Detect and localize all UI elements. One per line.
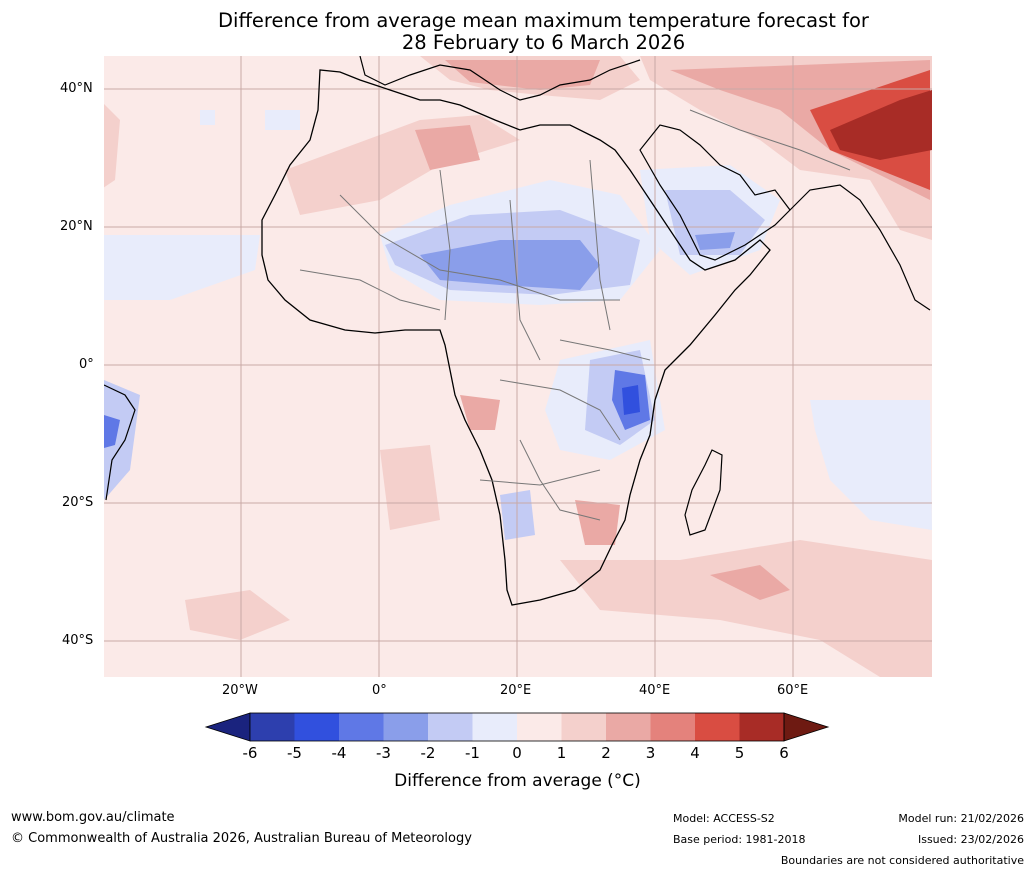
colorbar-swatch	[695, 713, 740, 741]
lat-label-20s: 20°S	[62, 495, 94, 510]
lat-label-40s: 40°S	[62, 633, 94, 648]
colorbar-extend-low	[204, 712, 251, 742]
cool-zone-sahel-core	[420, 240, 600, 290]
south-america-coastline	[104, 384, 136, 501]
colorbar-swatch	[383, 713, 428, 741]
africa-coastline	[261, 69, 771, 606]
cool-zone-atlantic-island	[200, 110, 215, 125]
lat-label-40n: 40°N	[60, 81, 93, 96]
cool-zone-indian-ocean	[810, 400, 932, 530]
country-borders	[299, 109, 851, 521]
colorbar-swatch	[606, 713, 651, 741]
lat-label-equator: 0°	[79, 357, 94, 372]
gridlines	[104, 56, 932, 677]
colorbar-swatch	[739, 713, 784, 741]
colorbar-tick: 2	[601, 744, 611, 762]
colorbar-swatch	[561, 713, 606, 741]
colorbar-swatch	[428, 713, 473, 741]
footer-copyright: © Commonwealth of Australia 2026, Austra…	[11, 831, 472, 846]
warm-zone-algeria	[415, 125, 480, 170]
colorbar-title: Difference from average (°C)	[394, 771, 641, 791]
colorbar-tick: 6	[779, 744, 789, 762]
colorbar-tick: -2	[420, 744, 436, 762]
lon-label-20w: 20°W	[222, 683, 258, 698]
title-line-2: 28 February to 6 March 2026	[401, 31, 686, 54]
footer-issued: Issued: 23/02/2026	[917, 833, 1024, 846]
madagascar-coastline	[684, 449, 723, 536]
cool-zone-arabia-core	[695, 232, 735, 250]
cool-zone-north-atlantic	[104, 235, 260, 300]
colorbar-swatch	[472, 713, 517, 741]
lon-label-20e: 20°E	[500, 683, 532, 698]
asia-coastline	[789, 184, 931, 311]
colorbar-swatch	[250, 713, 295, 741]
colorbar-tick: 3	[645, 744, 656, 762]
colorbar-tick: -5	[287, 744, 302, 762]
chart-title: Difference from average mean maximum tem…	[0, 10, 1035, 54]
colorbar-tick: -3	[376, 744, 391, 762]
hot-zone-peak	[830, 90, 932, 160]
footer-model-run: Model run: 21/02/2026	[898, 812, 1024, 825]
footer-website: www.bom.gov.au/climate	[11, 810, 175, 825]
colorbar-swatch	[294, 713, 339, 741]
colorbar-swatch	[650, 713, 695, 741]
colorbar-tick: -1	[465, 744, 480, 762]
title-line-1: Difference from average mean maximum tem…	[218, 9, 869, 32]
lat-label-20n: 20°N	[60, 219, 93, 234]
warm-zone-angola	[460, 395, 500, 430]
warm-zone-ocean-patch	[710, 565, 790, 600]
cool-zone-tanzania-core	[622, 385, 640, 415]
arabia-coastline	[639, 124, 791, 261]
colorbar-swatch	[339, 713, 384, 741]
cool-zone-azores	[265, 110, 300, 130]
footer-base-period: Base period: 1981-2018	[673, 833, 806, 846]
warm-zone-mediterranean	[445, 60, 600, 90]
colorbar-tick: 1	[556, 744, 567, 762]
lon-label-0: 0°	[372, 683, 387, 698]
colorbar-tick: -6	[242, 744, 258, 762]
colorbar-tick: 0	[512, 744, 522, 762]
cool-zone-arabia	[665, 190, 765, 255]
footer-model: Model: ACCESS-S2	[673, 812, 775, 825]
colorbar-tick: 4	[690, 744, 700, 762]
colorbar-tick: 5	[734, 744, 745, 762]
lon-label-60e: 60°E	[777, 683, 809, 698]
colorbar-extend-high	[783, 712, 830, 742]
warm-zone-mozambique	[575, 500, 620, 545]
europe-coastline	[359, 56, 641, 101]
footer-disclaimer: Boundaries are not considered authoritat…	[780, 854, 1024, 867]
warm-zone-south-indian-ocean	[560, 540, 932, 677]
warm-zone-atlantic-patch	[380, 445, 440, 530]
colorbar-swatch	[517, 713, 562, 741]
lon-label-40e: 40°E	[639, 683, 671, 698]
cool-zone-brazil	[104, 380, 140, 500]
cool-zone-brazil-core	[104, 415, 120, 448]
warm-zone-south-atlantic	[185, 590, 290, 640]
warm-zone-west-edge	[104, 104, 120, 188]
colorbar-tick: -4	[331, 744, 347, 762]
colorbar	[204, 712, 830, 742]
